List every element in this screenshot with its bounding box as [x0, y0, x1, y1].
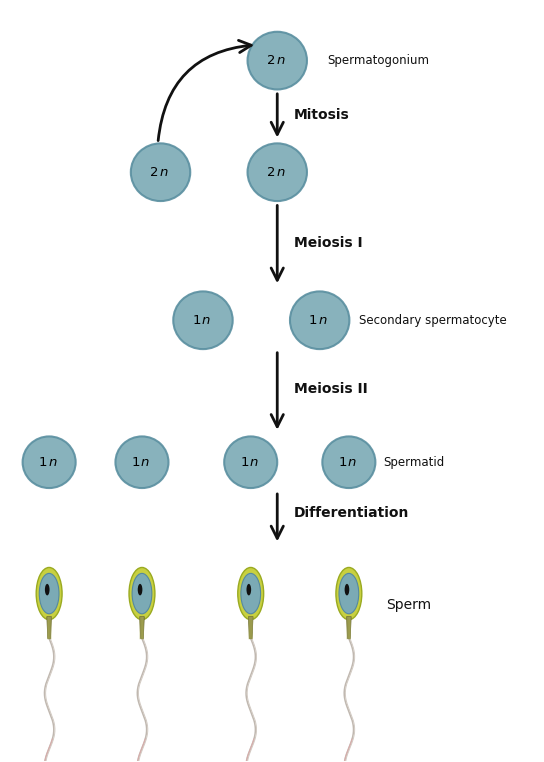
Ellipse shape [238, 568, 264, 620]
Text: 2: 2 [267, 54, 275, 67]
Ellipse shape [39, 573, 59, 613]
Ellipse shape [45, 584, 50, 595]
Text: 1: 1 [240, 456, 249, 469]
Text: Spermatid: Spermatid [384, 456, 444, 469]
Text: Mitosis: Mitosis [294, 108, 350, 122]
Ellipse shape [132, 573, 152, 613]
Ellipse shape [129, 568, 155, 620]
Text: n: n [276, 54, 285, 67]
Text: Secondary spermatocyte: Secondary spermatocyte [360, 314, 507, 327]
Text: Differentiation: Differentiation [294, 506, 410, 520]
Ellipse shape [224, 437, 277, 488]
Ellipse shape [339, 573, 358, 613]
Polygon shape [347, 616, 351, 639]
Text: 1: 1 [39, 456, 47, 469]
Text: n: n [319, 314, 327, 327]
Ellipse shape [138, 584, 143, 595]
Text: n: n [202, 314, 211, 327]
Ellipse shape [246, 584, 251, 595]
Ellipse shape [23, 437, 76, 488]
Ellipse shape [248, 143, 307, 201]
Polygon shape [140, 616, 144, 639]
Text: n: n [48, 456, 57, 469]
Text: Meiosis II: Meiosis II [294, 382, 368, 395]
Ellipse shape [344, 584, 349, 595]
Polygon shape [47, 616, 52, 639]
Text: 2: 2 [150, 165, 158, 179]
Text: 1: 1 [193, 314, 201, 327]
Ellipse shape [131, 143, 190, 201]
Text: n: n [276, 165, 285, 179]
Text: n: n [348, 456, 356, 469]
Ellipse shape [115, 437, 169, 488]
Text: 1: 1 [338, 456, 347, 469]
Text: n: n [250, 456, 258, 469]
Ellipse shape [241, 573, 261, 613]
Ellipse shape [323, 437, 375, 488]
Text: Sperm: Sperm [386, 598, 431, 612]
Text: 2: 2 [267, 165, 275, 179]
Text: n: n [159, 165, 168, 179]
Ellipse shape [248, 32, 307, 89]
Ellipse shape [174, 291, 233, 349]
Ellipse shape [290, 291, 349, 349]
Ellipse shape [36, 568, 62, 620]
Text: Meiosis I: Meiosis I [294, 235, 363, 250]
Text: 1: 1 [131, 456, 140, 469]
Text: Spermatogonium: Spermatogonium [327, 54, 430, 67]
Text: 1: 1 [309, 314, 318, 327]
Polygon shape [249, 616, 253, 639]
Ellipse shape [336, 568, 362, 620]
Text: n: n [141, 456, 149, 469]
